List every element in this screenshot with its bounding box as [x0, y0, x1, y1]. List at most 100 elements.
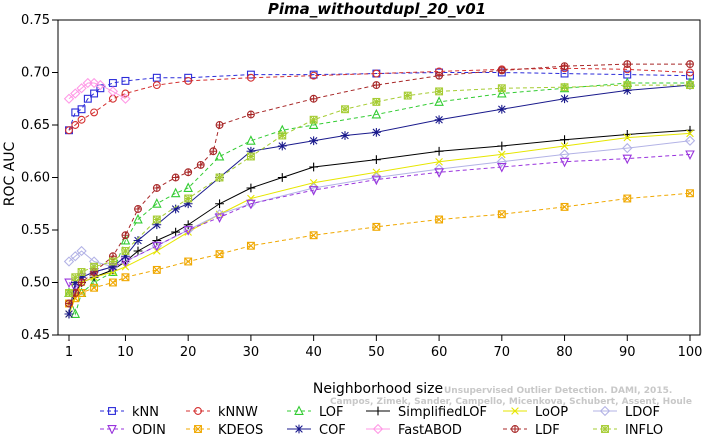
x-tick-label: 1	[65, 345, 73, 360]
data-point-loop	[560, 142, 569, 150]
data-point-inflo	[108, 257, 117, 266]
data-point-kdeos	[435, 215, 444, 224]
data-point-loop	[309, 178, 318, 187]
data-point-kdeos	[108, 278, 117, 287]
legend-label-lof: LOF	[319, 405, 344, 420]
data-point-inflo	[309, 115, 318, 124]
data-point-knn	[560, 69, 569, 78]
data-point-ldf	[560, 62, 569, 71]
legend-label-ldf: LDF	[535, 423, 560, 434]
data-point-fastabod	[76, 83, 87, 94]
data-point-inflo	[278, 131, 287, 140]
series-line-kdeos	[68, 192, 691, 304]
y-tick-label: 0.70	[21, 66, 50, 81]
legend-marker-knnw	[194, 407, 202, 415]
data-point-ldf	[215, 121, 224, 129]
data-point-simplifiedlof	[560, 135, 569, 145]
data-point-kdeos	[372, 222, 381, 231]
x-tick-label: 60	[431, 345, 448, 360]
data-point-cof	[340, 131, 350, 140]
legend-item-fastabod: FastABOD	[366, 423, 462, 434]
legend-item-inflo: INFLO	[593, 423, 663, 434]
legend-item-lof: LOF	[287, 405, 344, 420]
data-point-fastabod	[120, 93, 131, 104]
data-point-cof	[309, 136, 319, 146]
data-point-cof	[371, 127, 381, 137]
data-point-inflo	[152, 215, 161, 224]
data-point-cof	[64, 309, 74, 319]
data-point-simplifiedlof	[133, 246, 143, 256]
data-point-knnw	[77, 115, 86, 124]
legend-label-odin: ODIN	[132, 423, 166, 434]
x-tick-label: 50	[368, 345, 385, 360]
legend-item-ldof: LDOF	[593, 405, 660, 420]
data-point-lof	[308, 119, 319, 129]
data-point-simplifiedlof	[434, 146, 444, 156]
legend-label-knnw: kNNW	[218, 405, 258, 420]
data-point-inflo	[341, 105, 349, 114]
legend-item-kdeos: KDEOS	[186, 423, 263, 434]
data-point-lof	[434, 96, 444, 106]
data-point-cof	[434, 115, 444, 125]
data-point-inflo	[184, 194, 193, 203]
data-point-knnw	[686, 68, 694, 77]
data-point-cof	[77, 272, 86, 282]
x-tick-label: 10	[117, 345, 134, 360]
data-point-odin	[622, 154, 633, 165]
legend-marker-knn	[108, 407, 116, 415]
data-point-inflo	[497, 84, 506, 93]
data-point-cof	[277, 141, 287, 151]
data-point-inflo	[246, 152, 255, 161]
data-point-knnw	[71, 121, 80, 129]
data-point-lof	[120, 234, 131, 245]
data-point-loop	[686, 129, 694, 138]
data-point-cof	[622, 85, 632, 95]
y-tick-label: 0.55	[21, 223, 50, 238]
legend-label-simplifiedlof: SimplifiedLOF	[398, 405, 487, 420]
data-point-inflo	[121, 247, 130, 255]
data-point-kdeos	[686, 189, 694, 198]
data-point-kdeos	[215, 250, 224, 259]
citation-line-2: Campos, Zimek, Sander, Campello, Micenko…	[330, 397, 692, 407]
data-point-fastabod	[95, 79, 106, 91]
legend-marker-cof	[294, 424, 304, 434]
series-layer	[63, 60, 696, 319]
data-point-inflo	[77, 268, 86, 276]
data-point-cof	[152, 220, 162, 230]
data-point-simplifiedlof	[246, 183, 256, 193]
y-tick-label: 0.65	[21, 118, 50, 133]
y-tick-label: 0.75	[21, 13, 50, 28]
data-point-ldof	[214, 209, 225, 220]
data-point-kdeos	[497, 210, 506, 219]
data-point-ldf	[77, 278, 86, 287]
data-point-fastabod	[107, 86, 119, 97]
data-point-knnw	[152, 81, 161, 90]
series-lof	[64, 77, 695, 318]
legend-label-fastabod: FastABOD	[398, 423, 462, 434]
series-ldf	[65, 60, 694, 308]
data-point-odin	[246, 199, 256, 210]
data-point-ldf	[171, 173, 180, 182]
data-point-ldf	[65, 299, 73, 308]
data-point-simplifiedlof	[152, 236, 162, 245]
data-point-lof	[214, 150, 225, 161]
data-point-ldf	[121, 231, 130, 240]
data-point-odin	[434, 168, 444, 178]
data-point-ldf	[246, 110, 255, 119]
data-point-knnw	[121, 89, 130, 98]
data-point-odin	[371, 175, 382, 186]
data-point-ldf	[435, 71, 444, 80]
data-point-loop	[435, 157, 443, 166]
legend-label-kdeos: KDEOS	[218, 423, 263, 434]
data-point-knn	[184, 73, 193, 82]
data-point-cof	[70, 278, 80, 287]
data-point-knn	[246, 70, 255, 79]
data-point-ldof	[496, 156, 507, 167]
data-point-lof	[183, 182, 193, 192]
legend-marker-ldf	[511, 425, 519, 433]
y-tick-label: 0.60	[21, 171, 50, 186]
data-point-kdeos	[246, 241, 255, 250]
data-point-knn	[83, 94, 92, 103]
data-point-inflo	[65, 289, 73, 297]
